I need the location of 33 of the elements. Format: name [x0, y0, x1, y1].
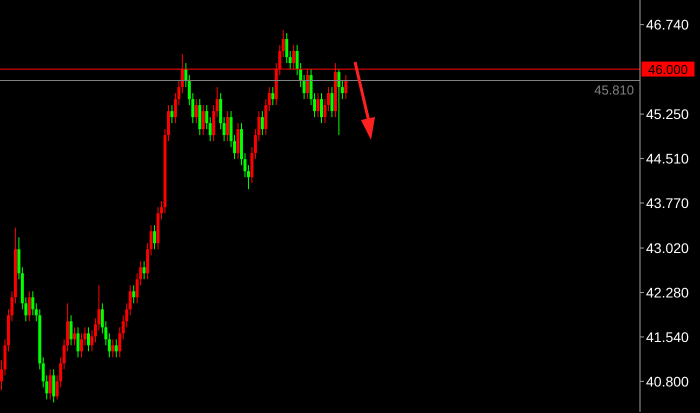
candlestick [330, 86, 334, 118]
candlestick [202, 104, 205, 136]
candlestick [316, 92, 320, 118]
candlestick [76, 326, 80, 358]
ref-line-label: 45.810 [594, 82, 634, 98]
candlestick [153, 224, 156, 250]
candlestick [52, 368, 56, 403]
candlestick [48, 368, 52, 400]
ref-line-label: 46.000 [648, 62, 688, 78]
candlestick [114, 338, 118, 358]
candlestick [170, 104, 174, 124]
y-tick-label: 44.510 [646, 150, 690, 167]
candlestick [132, 284, 136, 304]
candlestick [70, 314, 73, 346]
candlestick [226, 110, 230, 142]
y-tick-label: 42.280 [646, 284, 690, 300]
candlestick [111, 338, 114, 358]
y-tick-label: 41.540 [646, 328, 690, 345]
candlestick [271, 86, 274, 106]
candlestick [344, 74, 348, 100]
candlestick [86, 326, 90, 352]
candlestick [28, 290, 31, 322]
y-tick-label: 40.800 [646, 373, 690, 390]
y-tick-label: 43.770 [646, 194, 690, 211]
candlestick [260, 110, 264, 136]
candlestick [73, 326, 76, 346]
candlestick [320, 92, 323, 124]
y-tick-label: 43.020 [646, 240, 690, 256]
candlestick [337, 68, 340, 136]
candlestick [142, 260, 146, 280]
y-tick-label: 46.740 [646, 16, 690, 33]
candlestick [194, 98, 198, 124]
y-tick-label: 45.250 [646, 106, 690, 122]
